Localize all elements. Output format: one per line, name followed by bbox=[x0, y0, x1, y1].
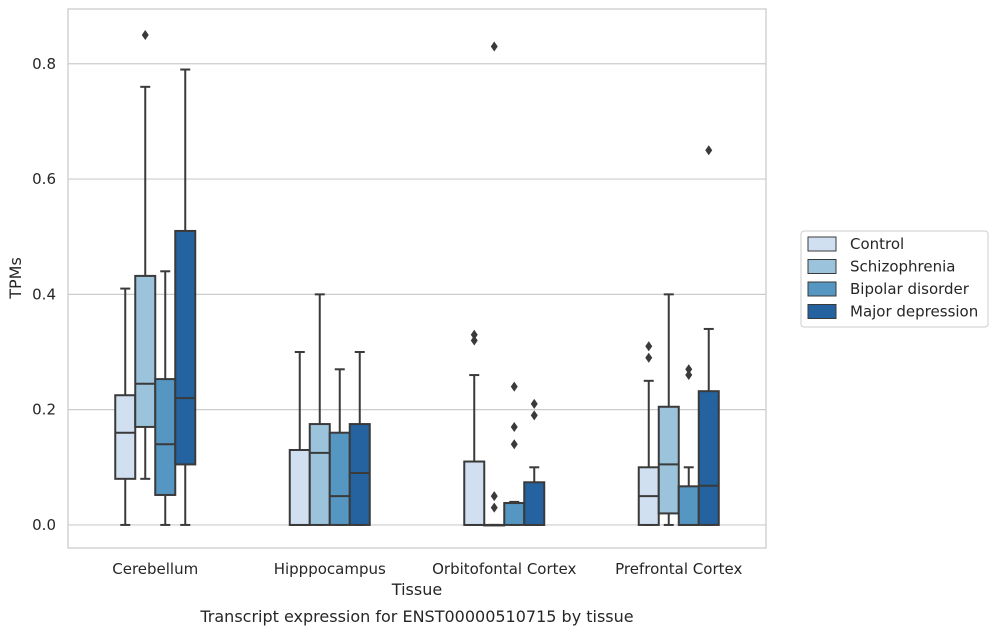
x-tick-label: Cerebellum bbox=[112, 560, 198, 578]
legend-swatch bbox=[807, 236, 837, 252]
box-group bbox=[134, 29, 157, 480]
legend: Control Schizophrenia Bipolar disorder Majo… bbox=[800, 230, 989, 328]
box bbox=[154, 378, 177, 496]
y-tick-label: 0.0 bbox=[32, 516, 56, 534]
outlier-point bbox=[645, 341, 653, 352]
y-tick-label: 0.2 bbox=[32, 401, 56, 419]
legend-swatch bbox=[807, 259, 837, 274]
x-tick-label: Prefrontal Cortex bbox=[615, 560, 742, 578]
outlier-point bbox=[685, 364, 693, 375]
box-group bbox=[483, 41, 506, 527]
box-group bbox=[463, 329, 486, 526]
outlier-point bbox=[470, 329, 478, 340]
outlier-point bbox=[685, 370, 693, 381]
x-axis-label: Tissue bbox=[391, 580, 442, 599]
legend-item: Major depression bbox=[807, 303, 978, 321]
y-tick-label: 0.4 bbox=[32, 285, 56, 303]
box bbox=[503, 502, 526, 526]
box bbox=[174, 229, 197, 466]
legend-item: Bipolar disorder bbox=[807, 280, 970, 298]
box-group bbox=[328, 368, 351, 526]
box bbox=[348, 423, 371, 526]
legend-label: Schizophrenia bbox=[850, 258, 955, 276]
chart-title: Transcript expression for ENST0000051071… bbox=[199, 607, 633, 626]
box bbox=[697, 390, 720, 526]
box bbox=[463, 460, 486, 526]
box-group bbox=[503, 381, 526, 526]
axis-layer: 0.0 0.2 0.4 0.6 0.8 Cerebellum Hipppocampus Orb… bbox=[32, 55, 742, 578]
box bbox=[288, 449, 311, 526]
box-group bbox=[154, 270, 177, 526]
legend-label: Control bbox=[850, 235, 904, 253]
box bbox=[523, 481, 546, 526]
legend-swatch bbox=[807, 281, 837, 297]
outlier-point bbox=[490, 502, 498, 513]
legend-label: Bipolar disorder bbox=[850, 280, 970, 298]
outlier-point bbox=[510, 381, 518, 392]
x-tick-label: Hipppocampus bbox=[274, 560, 386, 578]
legend-frame bbox=[800, 230, 989, 328]
y-tick-label: 0.6 bbox=[32, 170, 56, 188]
legend-item: Control bbox=[807, 235, 904, 253]
outlier-point bbox=[645, 352, 653, 363]
y-tick-label: 0.8 bbox=[32, 55, 56, 73]
outlier-point bbox=[530, 398, 538, 409]
legend-swatch bbox=[807, 304, 837, 319]
box-group bbox=[657, 293, 680, 526]
outlier-point bbox=[490, 41, 498, 52]
box bbox=[308, 423, 331, 526]
outlier-point bbox=[705, 145, 713, 156]
box bbox=[328, 431, 351, 526]
legend-item: Schizophrenia bbox=[807, 258, 955, 276]
legend-label: Major depression bbox=[850, 303, 978, 321]
box-group bbox=[288, 351, 311, 526]
box-group bbox=[348, 351, 371, 526]
outlier-point bbox=[510, 421, 518, 432]
outlier-point bbox=[141, 29, 149, 40]
outlier-point bbox=[530, 410, 538, 421]
box bbox=[134, 274, 157, 428]
box bbox=[677, 485, 700, 526]
y-axis-label: TPMs bbox=[6, 257, 25, 300]
box-group bbox=[114, 287, 137, 526]
box-group bbox=[174, 68, 197, 526]
box bbox=[657, 405, 680, 515]
box-group bbox=[637, 341, 660, 526]
box bbox=[114, 394, 137, 480]
outlier-point bbox=[470, 335, 478, 346]
box-group bbox=[523, 398, 546, 526]
box-group bbox=[677, 364, 700, 526]
outlier-point bbox=[510, 439, 518, 450]
outlier-point bbox=[490, 491, 498, 502]
boxes-layer bbox=[114, 29, 720, 527]
x-tick-label: Orbitofontal Cortex bbox=[432, 560, 576, 578]
box-group bbox=[697, 145, 720, 526]
